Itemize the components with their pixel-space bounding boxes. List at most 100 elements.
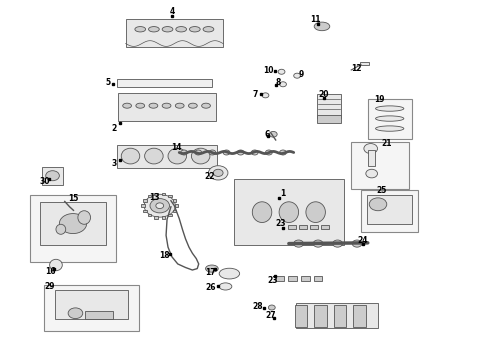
Ellipse shape: [136, 103, 145, 108]
Text: 27: 27: [266, 311, 276, 320]
Bar: [301, 276, 310, 281]
Circle shape: [208, 166, 228, 180]
Ellipse shape: [162, 103, 171, 108]
Bar: [310, 225, 318, 229]
Circle shape: [266, 150, 272, 155]
Bar: [173, 210, 176, 212]
Text: 24: 24: [358, 236, 368, 245]
Text: 10: 10: [263, 66, 273, 75]
Bar: [351, 142, 409, 189]
Text: 16: 16: [45, 267, 55, 276]
Bar: [147, 214, 151, 216]
Ellipse shape: [219, 283, 232, 290]
Ellipse shape: [252, 202, 272, 222]
Ellipse shape: [192, 148, 210, 164]
Circle shape: [369, 198, 387, 211]
Ellipse shape: [190, 27, 200, 32]
Circle shape: [68, 308, 83, 319]
Text: 15: 15: [68, 194, 78, 203]
Circle shape: [364, 144, 377, 154]
Bar: [117, 79, 212, 87]
Text: 28: 28: [253, 302, 264, 311]
Bar: [288, 225, 295, 229]
Bar: [295, 303, 377, 328]
Text: 8: 8: [275, 78, 281, 87]
Bar: [142, 204, 145, 207]
Bar: [44, 285, 139, 331]
Bar: [334, 305, 346, 327]
Circle shape: [251, 150, 258, 155]
Text: 3: 3: [112, 159, 117, 168]
Bar: [143, 199, 147, 202]
Ellipse shape: [205, 265, 218, 272]
Circle shape: [270, 131, 277, 137]
Bar: [55, 290, 127, 319]
Circle shape: [294, 73, 300, 78]
Text: 20: 20: [318, 90, 329, 99]
Circle shape: [237, 150, 244, 155]
Ellipse shape: [135, 27, 146, 32]
Ellipse shape: [168, 148, 187, 164]
Text: 2: 2: [112, 124, 117, 133]
Circle shape: [333, 240, 343, 247]
Text: 7: 7: [252, 90, 257, 99]
Ellipse shape: [149, 103, 158, 108]
Text: 1: 1: [280, 189, 286, 198]
Text: 17: 17: [206, 268, 216, 277]
Bar: [162, 193, 165, 195]
Text: 26: 26: [206, 283, 216, 292]
Bar: [314, 305, 327, 327]
Ellipse shape: [189, 103, 197, 108]
Circle shape: [280, 150, 287, 155]
Ellipse shape: [56, 224, 66, 234]
Text: 23: 23: [268, 276, 278, 285]
Bar: [234, 179, 343, 245]
Text: 11: 11: [310, 15, 321, 24]
Ellipse shape: [162, 27, 173, 32]
Bar: [317, 115, 341, 123]
Circle shape: [195, 150, 202, 155]
Bar: [299, 225, 307, 229]
Circle shape: [294, 240, 303, 247]
Circle shape: [156, 203, 164, 208]
Ellipse shape: [375, 106, 404, 111]
Ellipse shape: [176, 27, 187, 32]
Text: 25: 25: [376, 186, 387, 195]
Text: 14: 14: [172, 143, 182, 152]
Bar: [125, 18, 223, 47]
Text: 4: 4: [169, 7, 174, 16]
Ellipse shape: [78, 211, 91, 224]
Ellipse shape: [203, 27, 214, 32]
Ellipse shape: [49, 259, 62, 271]
Bar: [368, 99, 412, 139]
Text: 13: 13: [149, 193, 160, 202]
Circle shape: [366, 169, 377, 178]
Bar: [360, 62, 369, 64]
Bar: [288, 276, 297, 281]
Ellipse shape: [375, 126, 404, 131]
Circle shape: [150, 199, 170, 213]
Bar: [368, 150, 375, 166]
Circle shape: [46, 171, 59, 181]
Bar: [368, 195, 412, 224]
Bar: [169, 195, 172, 198]
Text: 5: 5: [105, 78, 110, 87]
Bar: [361, 190, 418, 232]
Bar: [276, 276, 285, 281]
Bar: [154, 216, 158, 219]
Circle shape: [278, 69, 285, 74]
Bar: [294, 305, 307, 327]
Bar: [85, 311, 113, 319]
Circle shape: [262, 93, 269, 98]
Text: 19: 19: [374, 95, 384, 104]
Circle shape: [213, 169, 223, 176]
Bar: [118, 93, 216, 121]
Text: 12: 12: [351, 64, 361, 73]
Bar: [317, 94, 341, 118]
Bar: [162, 216, 165, 219]
Bar: [40, 202, 106, 245]
Ellipse shape: [375, 116, 404, 121]
Circle shape: [223, 150, 230, 155]
Bar: [353, 305, 366, 327]
Bar: [321, 225, 329, 229]
